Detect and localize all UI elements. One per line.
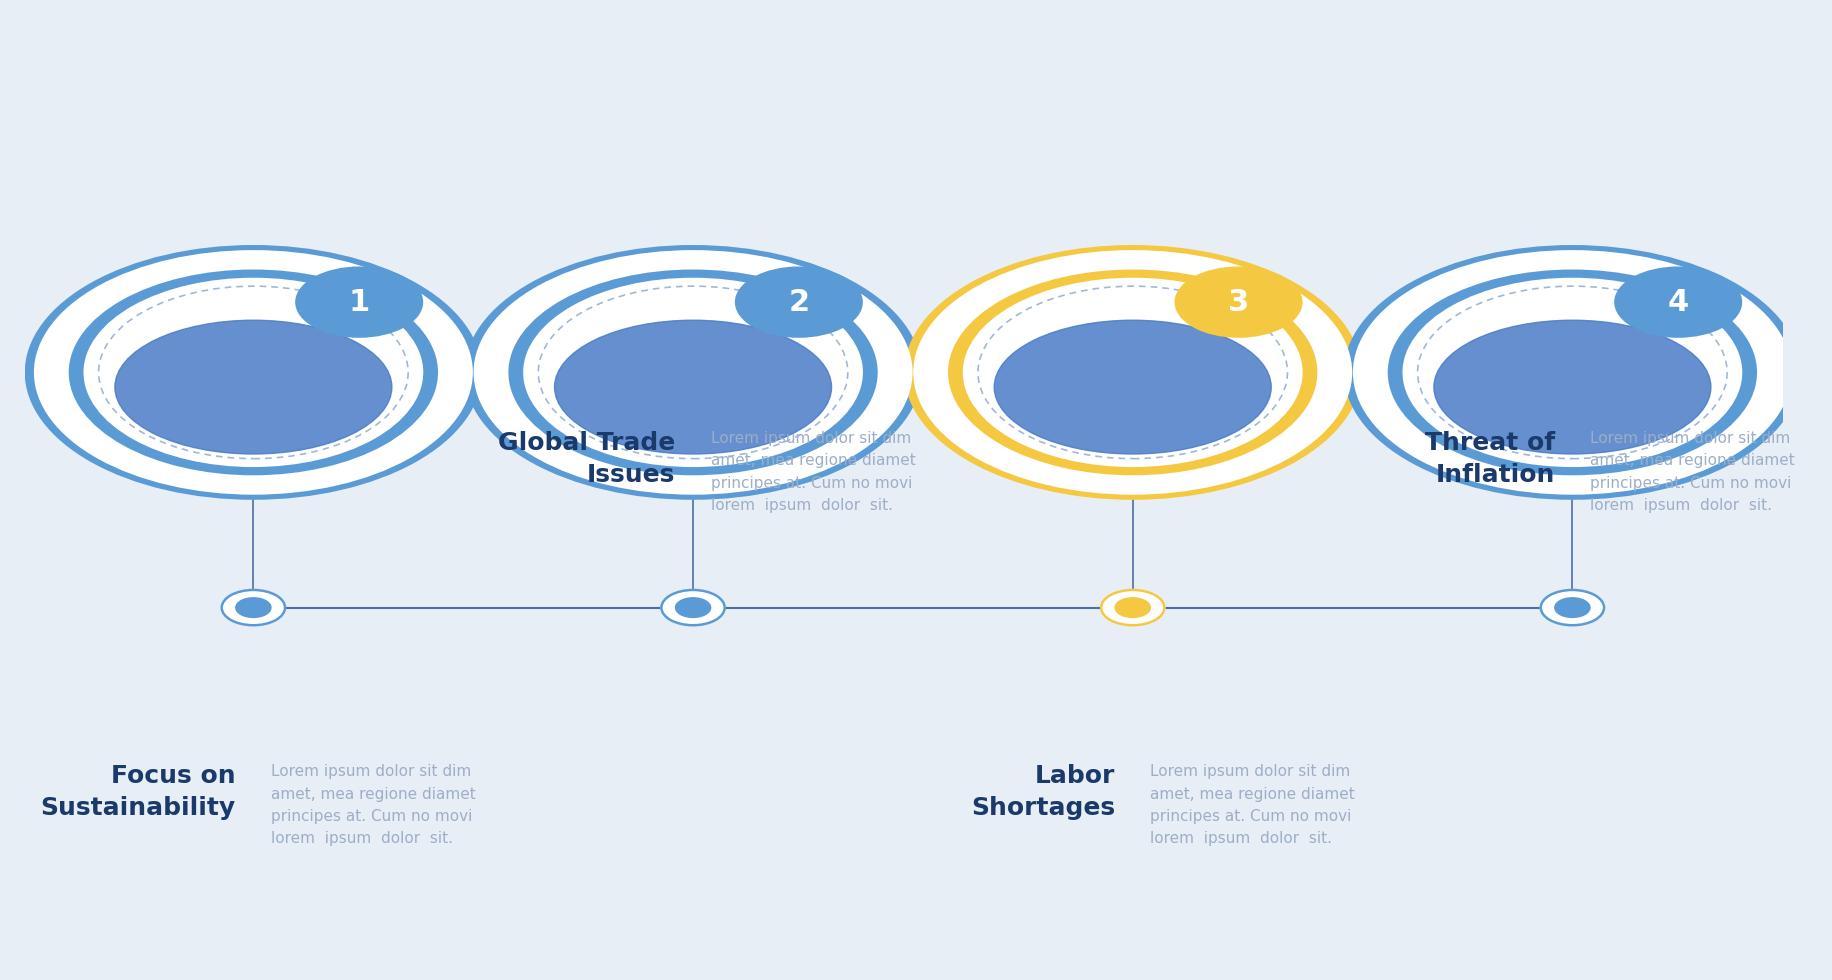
Circle shape — [1174, 267, 1303, 338]
Circle shape — [1101, 590, 1165, 625]
Ellipse shape — [555, 320, 832, 454]
Ellipse shape — [1434, 320, 1711, 454]
Circle shape — [1614, 267, 1742, 338]
Text: Lorem ipsum dolor sit dim
amet, mea regione diamet
principes at. Cum no movi
lor: Lorem ipsum dolor sit dim amet, mea regi… — [711, 431, 916, 513]
Circle shape — [509, 270, 878, 475]
Ellipse shape — [995, 320, 1271, 454]
Circle shape — [661, 590, 725, 625]
Circle shape — [465, 245, 921, 500]
Circle shape — [1352, 250, 1792, 495]
Text: Lorem ipsum dolor sit dim
amet, mea regione diamet
principes at. Cum no movi
lor: Lorem ipsum dolor sit dim amet, mea regi… — [1590, 431, 1795, 513]
Circle shape — [26, 245, 482, 500]
Circle shape — [912, 250, 1352, 495]
Text: Focus on
Sustainability: Focus on Sustainability — [40, 764, 236, 820]
Circle shape — [35, 250, 473, 495]
Ellipse shape — [115, 320, 392, 454]
Text: 3: 3 — [1227, 288, 1249, 317]
Circle shape — [947, 270, 1317, 475]
Circle shape — [676, 598, 711, 617]
Circle shape — [1541, 590, 1605, 625]
Text: Threat of
Inflation: Threat of Inflation — [1425, 431, 1555, 487]
Text: Global Trade
Issues: Global Trade Issues — [498, 431, 676, 487]
Text: Lorem ipsum dolor sit dim
amet, mea regione diamet
principes at. Cum no movi
lor: Lorem ipsum dolor sit dim amet, mea regi… — [1150, 764, 1356, 846]
Circle shape — [1387, 270, 1757, 475]
Circle shape — [473, 250, 912, 495]
Circle shape — [236, 598, 271, 617]
Circle shape — [222, 590, 286, 625]
Text: 2: 2 — [788, 288, 810, 317]
Circle shape — [735, 267, 863, 338]
Circle shape — [295, 267, 423, 338]
Circle shape — [903, 245, 1361, 500]
Circle shape — [1555, 598, 1590, 617]
Text: 4: 4 — [1667, 288, 1689, 317]
Circle shape — [1403, 277, 1742, 467]
Text: Labor
Shortages: Labor Shortages — [971, 764, 1116, 820]
Circle shape — [964, 277, 1303, 467]
Circle shape — [1116, 598, 1150, 617]
Circle shape — [524, 277, 863, 467]
Circle shape — [1343, 245, 1801, 500]
Text: Lorem ipsum dolor sit dim
amet, mea regione diamet
principes at. Cum no movi
lor: Lorem ipsum dolor sit dim amet, mea regi… — [271, 764, 476, 846]
Circle shape — [84, 277, 423, 467]
Circle shape — [70, 270, 438, 475]
Text: 1: 1 — [348, 288, 370, 317]
